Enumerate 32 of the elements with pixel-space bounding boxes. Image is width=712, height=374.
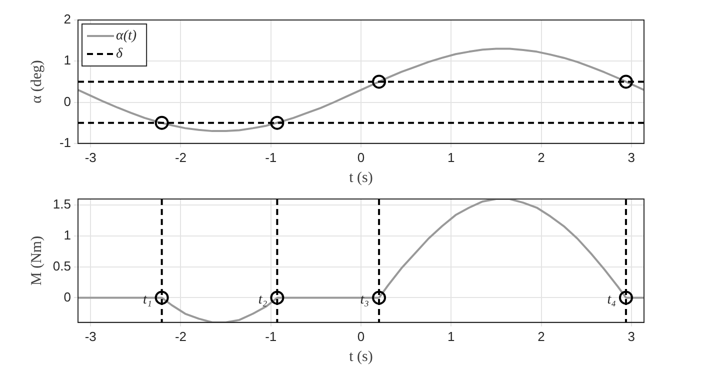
- y-tick-label: 1.5: [52, 196, 71, 212]
- x-tick-label: 0: [357, 150, 365, 165]
- x-tick-label: 3: [628, 328, 635, 344]
- x-axis-title: t (s): [349, 170, 373, 186]
- x-tick-label: -2: [174, 150, 187, 165]
- y-axis-title: α (deg): [28, 60, 45, 104]
- x-tick-label: 3: [628, 150, 635, 165]
- y-tick-label: 0.5: [52, 258, 71, 274]
- y-tick-label: 0: [64, 94, 71, 109]
- annotation: t₃: [360, 292, 370, 308]
- x-tick-label: -1: [265, 328, 277, 344]
- annotation: t₄: [607, 292, 616, 308]
- x-tick-label: -3: [84, 328, 96, 344]
- y-tick-label: 1: [64, 228, 71, 243]
- y-tick-label: 1: [64, 52, 71, 68]
- y-tick-label: 2: [64, 12, 71, 27]
- x-tick-label: 1: [448, 150, 455, 165]
- x-tick-label: -1: [265, 150, 277, 165]
- legend-label: δ: [116, 46, 123, 62]
- x-tick-label: -3: [84, 150, 96, 165]
- x-tick-label: -2: [174, 328, 187, 344]
- annotation: t₂: [258, 292, 268, 308]
- y-tick-label: -1: [59, 134, 71, 150]
- x-tick-label: 0: [357, 328, 365, 344]
- x-axis-title: t (s): [349, 348, 373, 365]
- x-tick-label: 2: [538, 150, 545, 165]
- annotation: t₁: [143, 292, 152, 308]
- legend-label: α(t): [116, 28, 137, 44]
- y-axis-title: M (Nm): [28, 236, 45, 286]
- x-tick-label: 2: [538, 328, 545, 344]
- x-tick-label: 1: [448, 328, 455, 344]
- y-tick-label: 0: [64, 289, 71, 304]
